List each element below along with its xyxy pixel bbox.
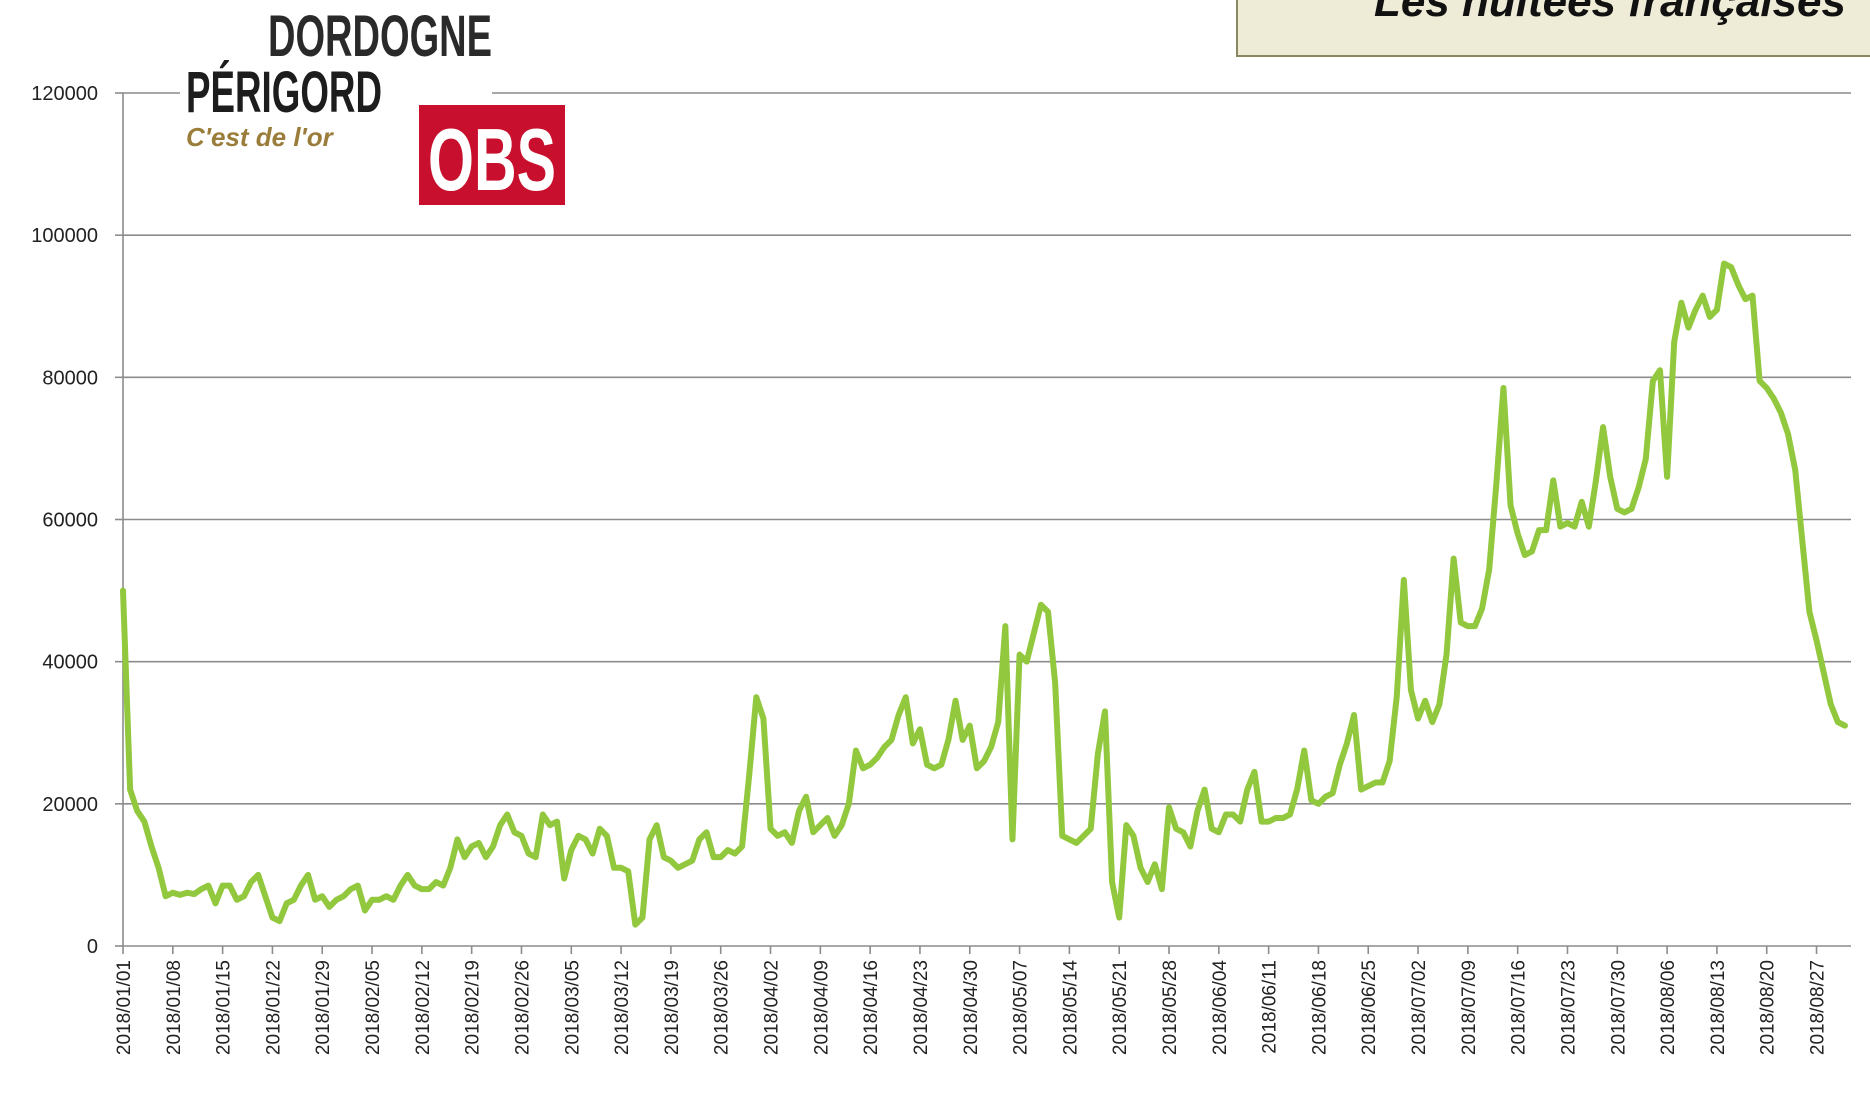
badge-box: [419, 105, 565, 205]
x-tick-label: 2018/01/08: [164, 960, 185, 1055]
x-tick-label: 2018/04/16: [861, 960, 882, 1055]
x-tick-label: 2018/05/07: [1011, 960, 1032, 1055]
x-tick-label: 2018/06/11: [1260, 960, 1281, 1054]
x-tick-label: 2018/06/25: [1359, 960, 1380, 1055]
x-tick-label: 2018/08/27: [1808, 960, 1829, 1055]
y-tick-label: 60000: [42, 510, 98, 532]
logo-line1: DORDOGNE: [268, 4, 492, 69]
x-tick-label: 2018/01/29: [313, 960, 334, 1055]
x-tick-label: 2018/07/09: [1459, 960, 1480, 1055]
x-tick-label: 2018/02/12: [413, 960, 434, 1055]
x-tick-label: 2018/08/13: [1708, 960, 1729, 1055]
x-tick-label: 2018/06/04: [1210, 960, 1231, 1056]
x-tick-label: 2018/01/01: [114, 960, 135, 1055]
x-tick-label: 2018/02/05: [363, 960, 384, 1055]
x-tick-label: 2018/07/23: [1558, 960, 1579, 1055]
x-tick-label: 2018/01/15: [214, 960, 235, 1055]
x-tick-label: 2018/06/18: [1309, 960, 1330, 1055]
x-tick-label: 2018/08/20: [1758, 960, 1779, 1055]
x-tick-label: 2018/04/30: [961, 960, 982, 1055]
y-tick-label: 40000: [42, 652, 98, 674]
x-tick-label: 2018/02/26: [512, 960, 533, 1055]
x-tick-label: 2018/05/21: [1110, 960, 1131, 1055]
x-tick-label: 2018/01/22: [263, 960, 284, 1055]
logo-slogan: C'est de l'or: [186, 122, 335, 152]
logo-line2: PÉRIGORD: [186, 60, 382, 125]
x-tick-label: 2018/03/12: [612, 960, 633, 1055]
x-tick-label: 2018/05/28: [1160, 960, 1181, 1055]
x-tick-label: 2018/03/05: [562, 960, 583, 1055]
y-tick-label: 20000: [42, 794, 98, 816]
x-tick-label: 2018/07/16: [1509, 960, 1530, 1055]
y-tick-label: 100000: [31, 225, 98, 247]
x-tick-label: 2018/08/06: [1658, 960, 1679, 1055]
x-tick-label: 2018/04/02: [762, 960, 783, 1055]
x-tick-label: 2018/02/19: [463, 960, 484, 1055]
title-box: [1236, 0, 1870, 57]
data-line: [120, 260, 1848, 928]
badge-text: OBS: [428, 110, 556, 209]
x-tick-label: 2018/03/19: [662, 960, 683, 1055]
y-tick-label: 120000: [31, 83, 98, 105]
x-tick-label: 2018/04/23: [911, 960, 932, 1055]
x-tick-label: 2018/07/02: [1409, 960, 1430, 1055]
y-tick-label: 80000: [42, 367, 98, 389]
x-tick-label: 2018/05/14: [1060, 960, 1081, 1056]
y-tick-label: 0: [87, 936, 98, 958]
x-tick-label: 2018/07/30: [1608, 960, 1629, 1055]
plot: 0 20000 40000 60000 80000 100000 120000 2018/01…: [31, 83, 1851, 1055]
chart-title: Les nuitées françaises: [1374, 0, 1846, 26]
x-tick-label: 2018/04/09: [811, 960, 832, 1055]
x-tick-label: 2018/03/26: [712, 960, 733, 1055]
